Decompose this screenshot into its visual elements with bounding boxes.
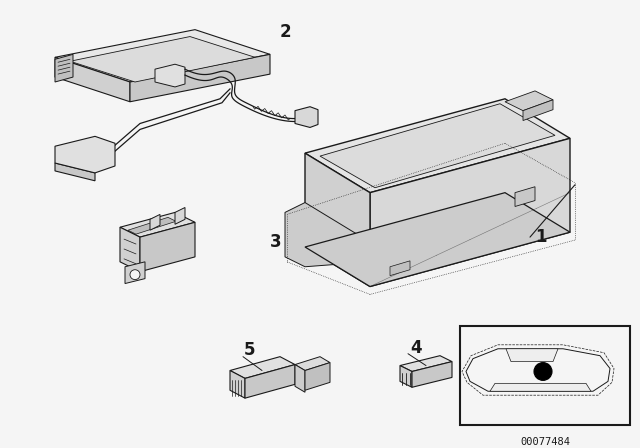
Text: 2: 2: [280, 22, 292, 41]
Polygon shape: [523, 100, 553, 121]
Polygon shape: [140, 222, 195, 271]
Polygon shape: [175, 207, 185, 224]
Polygon shape: [150, 215, 160, 230]
Polygon shape: [128, 217, 176, 234]
Polygon shape: [295, 365, 305, 392]
Polygon shape: [466, 349, 610, 391]
Polygon shape: [400, 356, 452, 371]
Text: 5: 5: [244, 341, 255, 359]
Polygon shape: [245, 365, 295, 398]
Polygon shape: [515, 187, 535, 207]
Circle shape: [534, 362, 552, 380]
Polygon shape: [285, 202, 370, 267]
Polygon shape: [55, 57, 130, 102]
Polygon shape: [230, 357, 295, 379]
Text: 3: 3: [270, 233, 282, 251]
Polygon shape: [55, 54, 73, 82]
Text: 00077484: 00077484: [520, 437, 570, 447]
Polygon shape: [305, 193, 570, 287]
Polygon shape: [295, 107, 318, 127]
Polygon shape: [505, 91, 553, 111]
Polygon shape: [320, 104, 555, 188]
Polygon shape: [412, 362, 452, 387]
Polygon shape: [130, 54, 270, 102]
Polygon shape: [506, 349, 558, 362]
Polygon shape: [490, 383, 591, 391]
Polygon shape: [400, 366, 412, 387]
Polygon shape: [70, 37, 255, 82]
Polygon shape: [155, 64, 185, 87]
Circle shape: [130, 270, 140, 280]
Polygon shape: [55, 163, 95, 181]
Polygon shape: [370, 138, 570, 287]
Polygon shape: [230, 370, 245, 398]
Polygon shape: [390, 261, 410, 276]
Polygon shape: [305, 362, 330, 390]
Polygon shape: [305, 99, 570, 193]
Polygon shape: [120, 227, 140, 271]
Polygon shape: [295, 357, 330, 370]
Text: 4: 4: [410, 339, 422, 357]
Polygon shape: [55, 136, 115, 173]
Text: 1: 1: [535, 228, 547, 246]
Polygon shape: [125, 262, 145, 284]
Polygon shape: [55, 30, 270, 82]
Bar: [460, 326, 630, 425]
Polygon shape: [120, 212, 195, 237]
Polygon shape: [305, 153, 370, 287]
